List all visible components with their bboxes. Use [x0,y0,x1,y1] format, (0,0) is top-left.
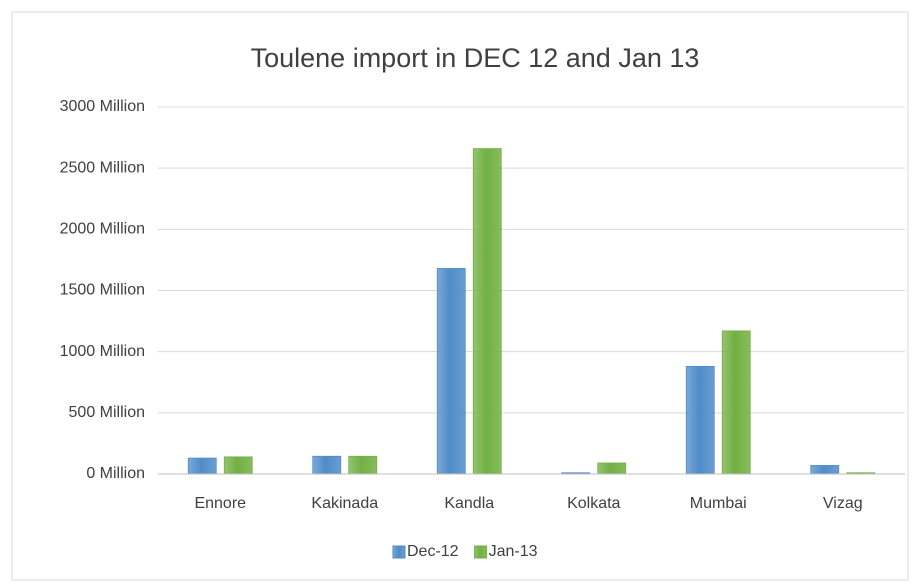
x-tick-label: Ennore [194,495,246,512]
bar [721,330,751,475]
y-tick-label: 500 Million [69,404,145,421]
legend-label: Jan-13 [489,543,538,560]
y-tick-label: 0 Million [86,465,145,482]
y-tick-label: 2500 Million [60,159,145,176]
x-tick-label: Vizag [823,495,863,512]
y-tick-label: 1000 Million [60,343,145,360]
bar [312,455,342,475]
bar [810,465,840,475]
bar [597,462,627,475]
bar [348,455,378,475]
x-tick-label: Kandla [444,495,494,512]
bar [436,268,466,475]
x-tick-label: Kakinada [311,495,378,512]
x-tick-label: Mumbai [690,495,747,512]
legend-label: Dec-12 [407,543,459,560]
bar [472,148,502,475]
bar [187,457,217,475]
bar [223,456,253,475]
y-tick-label: 3000 Million [60,98,145,115]
y-tick-label: 2000 Million [60,221,145,238]
legend-swatch [392,545,406,559]
legend-swatch [474,545,488,559]
chart-title: Toulene import in DEC 12 and Jan 13 [251,43,700,73]
bar [685,365,715,475]
y-tick-label: 1500 Million [60,282,145,299]
x-tick-label: Kolkata [567,495,620,512]
